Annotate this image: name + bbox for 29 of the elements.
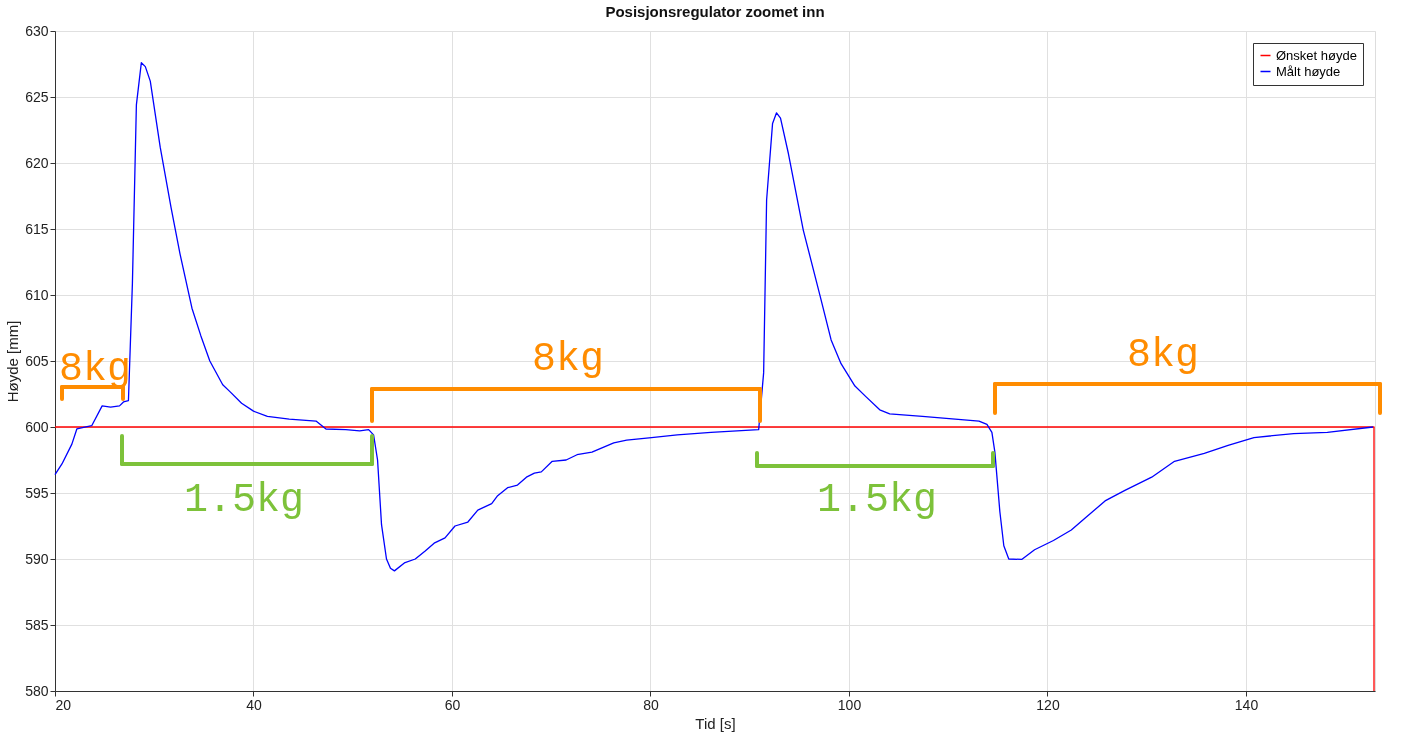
x-tick-label: 40	[246, 696, 262, 713]
annotation: 8kg	[531, 337, 605, 382]
y-tick-label: 595	[25, 484, 49, 501]
line-series	[54, 62, 1374, 572]
y-tick-label: 630	[25, 22, 49, 39]
y-tick-label: 600	[25, 418, 49, 435]
annotation: 1.5kg	[183, 478, 305, 523]
x-tick-label: 20	[55, 696, 72, 713]
x-tick-label: 100	[837, 696, 862, 713]
annotation: 1.5kg	[816, 478, 938, 523]
y-tick-label: 580	[25, 682, 49, 699]
x-tick-label: 60	[444, 696, 461, 713]
legend-label: Målt høyde	[1276, 63, 1341, 79]
y-tick-label: 585	[25, 616, 49, 633]
y-tick-label: 590	[25, 550, 49, 567]
annotation: 8kg	[58, 347, 132, 392]
x-tick-label: 80	[643, 696, 659, 713]
y-tick-label: 610	[25, 286, 49, 303]
x-axis-title: Tid [s]	[695, 714, 736, 732]
legend-label: Ønsket høyde	[1276, 47, 1357, 63]
y-tick-label: 615	[25, 220, 49, 237]
x-tick-label: 120	[1036, 696, 1060, 713]
y-axis-title: Høyde [mm]	[4, 320, 22, 403]
x-tick-label: 140	[1234, 696, 1259, 713]
y-tick-label: 625	[25, 88, 49, 105]
annotation: 8kg	[1126, 333, 1200, 378]
y-tick-label: 620	[25, 154, 49, 171]
y-tick-label: 605	[25, 352, 49, 369]
chart-title: Posisjonsregulator zoomet inn	[605, 3, 825, 20]
